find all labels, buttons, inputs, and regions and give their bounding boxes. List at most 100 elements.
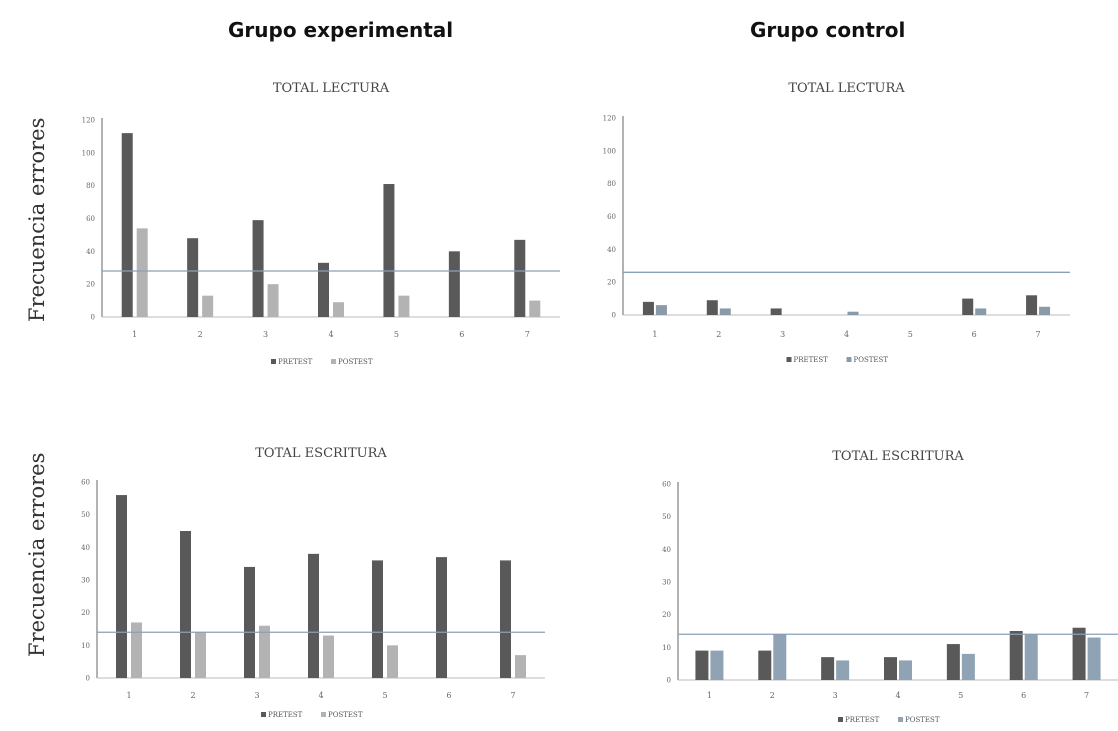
- x-tick-label: 1: [132, 330, 137, 339]
- bar-pretest-4: [884, 657, 897, 680]
- x-tick-label: 4: [328, 330, 333, 339]
- x-tick-label: 6: [459, 330, 464, 339]
- legend-swatch-pretest: [838, 717, 843, 722]
- bar-postest-3: [267, 284, 279, 317]
- bar-postest-5: [398, 295, 410, 317]
- y-tick-label: 50: [662, 513, 671, 521]
- bar-pretest-5: [383, 184, 395, 317]
- bar-pretest-7: [514, 239, 526, 317]
- bar-pretest-6: [1009, 631, 1023, 680]
- bar-pretest-6: [436, 557, 447, 678]
- bar-pretest-2: [706, 300, 718, 315]
- bar-postest-6: [975, 308, 987, 315]
- bar-pretest-3: [252, 220, 264, 317]
- bar-pretest-3: [244, 566, 255, 678]
- legend-label-postest: POSTEST: [328, 711, 363, 719]
- legend-swatch-pretest: [261, 712, 266, 717]
- y-tick-label: 60: [662, 481, 671, 489]
- bar-pretest-4: [308, 553, 319, 678]
- bar-pretest-7: [1026, 295, 1038, 315]
- bar-postest-7: [515, 655, 526, 678]
- x-tick-label: 2: [770, 691, 775, 700]
- y-tick-label: 80: [607, 180, 616, 188]
- x-tick-label: 1: [126, 691, 131, 700]
- x-tick-label: 1: [707, 691, 712, 700]
- legend-label-pretest: PRETEST: [845, 716, 880, 724]
- x-tick-label: 4: [895, 691, 900, 700]
- y-axis-label-top: Frecuencia errores: [25, 117, 49, 322]
- bar-postest-4: [847, 311, 859, 315]
- bar-postest-1: [655, 305, 667, 315]
- y-tick-label: 40: [81, 544, 90, 552]
- x-tick-label: 1: [652, 330, 657, 339]
- x-tick-label: 3: [780, 330, 785, 339]
- y-tick-label: 0: [667, 677, 671, 685]
- chart-title: TOTAL LECTURA: [788, 81, 905, 96]
- y-tick-label: 0: [86, 675, 90, 683]
- bar-postest-2: [719, 308, 731, 315]
- group-title-control: Grupo control: [750, 18, 906, 42]
- x-tick-label: 7: [1084, 691, 1089, 700]
- legend-swatch-postest: [321, 712, 326, 717]
- y-tick-label: 30: [662, 579, 671, 587]
- x-tick-label: 4: [844, 330, 849, 339]
- legend-label-pretest: PRETEST: [794, 356, 829, 364]
- bar-postest-5: [387, 645, 398, 678]
- legend-swatch-pretest: [271, 359, 276, 364]
- chart-ctl-lectura: TOTAL LECTURA 0 20 40 60 80 100 120 1 2 3 4 5 6 7 PRETE…: [603, 81, 1070, 364]
- bar-pretest-2: [180, 531, 191, 678]
- bar-postest-1: [131, 622, 142, 678]
- y-tick-label: 0: [612, 312, 616, 320]
- y-tick-label: 80: [86, 182, 95, 190]
- y-tick-label: 20: [81, 609, 90, 617]
- legend-label-pretest: PRETEST: [268, 711, 303, 719]
- group-title-experimental: Grupo experimental: [228, 18, 454, 42]
- bar-pretest-6: [448, 251, 460, 317]
- bar-postest-4: [899, 660, 912, 680]
- bar-pretest-2: [187, 238, 199, 317]
- bar-postest-7: [1087, 637, 1101, 680]
- x-tick-label: 7: [510, 691, 515, 700]
- legend-swatch-postest: [846, 357, 852, 362]
- bar-pretest-3: [770, 308, 782, 315]
- chart-exp-lectura: TOTAL LECTURA 0 20 40 60 80 100 120 1 2 3 4 5 6 7 PRETE…: [82, 81, 560, 366]
- bar-postest-2: [195, 632, 206, 678]
- y-tick-label: 40: [607, 246, 616, 254]
- x-tick-label: 2: [716, 330, 721, 339]
- y-tick-label: 20: [662, 611, 671, 619]
- bar-pretest-5: [372, 560, 383, 678]
- x-tick-label: 5: [382, 691, 387, 700]
- y-tick-label: 40: [662, 546, 671, 554]
- bar-pretest-4: [318, 262, 329, 317]
- bar-pretest-5: [946, 644, 960, 680]
- y-tick-label: 10: [662, 644, 671, 652]
- bar-pretest-1: [642, 301, 654, 315]
- legend-label-postest: POSTEST: [905, 716, 940, 724]
- chart-exp-escritura: TOTAL ESCRITURA 0 10 20 30 40 50 60 1 2 3 4 5 6 7 PRETE…: [81, 446, 545, 719]
- x-tick-label: 5: [908, 330, 913, 339]
- y-tick-label: 120: [603, 115, 616, 123]
- legend-label-postest: POSTEST: [854, 356, 889, 364]
- y-tick-label: 120: [82, 117, 95, 125]
- x-tick-label: 4: [318, 691, 323, 700]
- y-tick-label: 10: [81, 642, 90, 650]
- x-tick-label: 5: [394, 330, 399, 339]
- y-tick-label: 30: [81, 577, 90, 585]
- legend-swatch-pretest: [786, 357, 792, 362]
- bar-postest-7: [1039, 306, 1051, 315]
- legend-swatch-postest: [898, 717, 903, 722]
- y-tick-label: 100: [82, 149, 95, 157]
- chart-ctl-escritura: TOTAL ESCRITURA 0 10 20 30 40 50 60 1 2 3 4 5 6 7 PRETE…: [662, 449, 1118, 724]
- bar-pretest-3: [821, 657, 835, 680]
- x-tick-label: 6: [1021, 691, 1026, 700]
- bar-pretest-1: [116, 495, 127, 678]
- bar-pretest-7: [1072, 627, 1086, 680]
- y-tick-label: 0: [91, 314, 95, 322]
- bar-postest-1: [136, 228, 148, 317]
- y-tick-label: 20: [86, 281, 95, 289]
- bar-pretest-7: [500, 560, 511, 678]
- y-tick-label: 20: [607, 279, 616, 287]
- legend-label-pretest: PRETEST: [278, 358, 313, 366]
- bar-pretest-2: [758, 650, 772, 680]
- x-tick-label: 7: [525, 330, 530, 339]
